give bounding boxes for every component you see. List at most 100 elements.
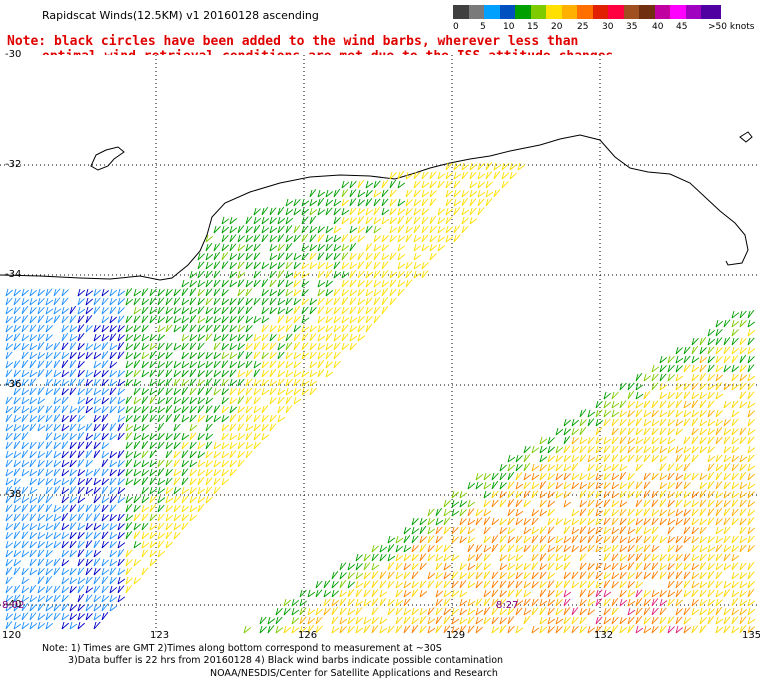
wind-barb xyxy=(451,526,459,535)
wind-barb xyxy=(571,508,580,517)
wind-barb xyxy=(413,198,422,207)
wind-barb xyxy=(229,459,237,468)
wind-barb xyxy=(253,396,261,405)
wind-barb xyxy=(141,531,149,540)
wind-barb xyxy=(29,486,38,495)
wind-barb xyxy=(387,535,396,544)
wind-barb xyxy=(61,369,70,378)
wind-barb xyxy=(339,579,347,589)
wind-barb xyxy=(101,351,109,360)
wind-barb xyxy=(189,486,197,495)
wind-barb xyxy=(555,562,564,571)
wind-barb xyxy=(659,418,667,427)
wind-barb xyxy=(285,387,294,396)
wind-barb xyxy=(21,324,29,333)
wind-barb xyxy=(747,319,756,328)
wind-barb xyxy=(699,399,707,409)
wind-barb xyxy=(357,297,366,306)
wind-barb xyxy=(587,445,595,454)
wind-barb xyxy=(37,477,45,486)
wind-barb xyxy=(365,198,373,207)
wind-barb xyxy=(515,535,523,544)
wind-barb xyxy=(157,342,165,351)
wind-barb xyxy=(157,477,166,486)
wind-barb xyxy=(205,495,214,504)
wind-barb xyxy=(261,278,269,288)
wind-barb xyxy=(277,414,286,423)
wind-barb xyxy=(245,306,253,315)
wind-barb xyxy=(485,189,494,198)
wind-barb xyxy=(381,243,389,252)
wind-barb xyxy=(627,616,635,625)
wind-barb xyxy=(429,243,438,252)
wind-barb xyxy=(261,261,270,270)
wind-barb xyxy=(77,315,85,324)
wind-barb xyxy=(237,423,245,432)
wind-barb xyxy=(45,549,53,558)
wind-barb xyxy=(285,378,293,387)
wind-barb xyxy=(691,417,699,427)
wind-barb xyxy=(125,576,133,585)
legend-swatch xyxy=(685,5,706,19)
wind-barb xyxy=(101,341,109,351)
legend-label: 5 xyxy=(480,22,486,32)
wind-barb xyxy=(69,359,77,369)
wind-barb xyxy=(611,490,620,499)
wind-barb xyxy=(675,399,683,409)
wind-barb xyxy=(125,432,133,441)
wind-barb xyxy=(13,603,22,612)
wind-barb xyxy=(165,377,173,387)
wind-barb xyxy=(5,468,14,477)
wind-barb xyxy=(691,490,700,499)
wind-barb xyxy=(699,616,707,625)
wind-barb xyxy=(595,616,603,625)
wind-barb xyxy=(69,305,77,315)
wind-barb xyxy=(117,486,126,495)
wind-barb xyxy=(157,504,165,513)
wind-barb xyxy=(563,435,571,445)
wind-barb xyxy=(37,585,45,594)
wind-barb xyxy=(293,252,302,261)
wind-barb xyxy=(563,535,572,544)
wind-barb xyxy=(467,571,475,580)
wind-barb xyxy=(667,481,676,490)
wind-barb xyxy=(691,399,699,409)
wind-barb xyxy=(285,216,294,225)
wind-barb xyxy=(691,472,699,481)
wind-barb xyxy=(77,414,85,423)
wind-barb xyxy=(149,558,158,567)
wind-barb xyxy=(269,306,278,315)
wind-barb xyxy=(309,225,318,234)
wind-barb xyxy=(691,544,699,553)
wind-barb xyxy=(579,571,587,580)
wind-barb xyxy=(141,476,149,486)
wind-barb xyxy=(397,207,406,216)
wind-barb xyxy=(667,355,675,364)
wind-barb xyxy=(731,499,739,508)
wind-barb xyxy=(515,499,523,508)
wind-barb xyxy=(373,306,381,315)
wind-barb xyxy=(531,517,539,526)
wind-barb xyxy=(571,616,579,625)
wind-barb xyxy=(389,179,397,189)
wind-barb xyxy=(309,215,317,225)
wind-barb xyxy=(571,462,579,472)
wind-barb xyxy=(173,315,182,324)
wind-barb xyxy=(731,373,739,382)
wind-barb xyxy=(93,441,101,450)
wind-barb xyxy=(547,517,555,526)
wind-barb xyxy=(301,233,309,243)
wind-barb xyxy=(413,225,421,234)
wind-barb xyxy=(5,450,14,459)
wind-barb xyxy=(419,607,428,616)
wind-barb xyxy=(483,508,492,517)
wind-barb xyxy=(611,535,619,544)
wind-barb xyxy=(325,332,333,342)
wind-barb xyxy=(253,315,262,324)
wind-barb xyxy=(619,490,627,499)
wind-barb xyxy=(269,368,277,378)
wind-barb xyxy=(61,405,69,414)
wind-barb xyxy=(491,580,499,589)
wind-barb xyxy=(539,436,548,445)
wind-barb xyxy=(459,571,468,580)
